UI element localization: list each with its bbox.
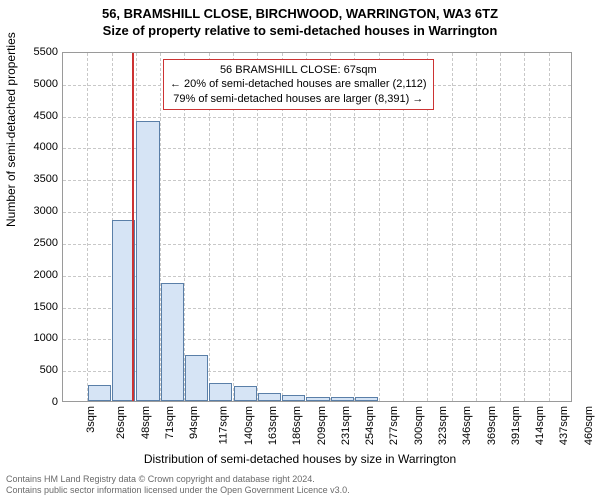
info-box: 56 BRAMSHILL CLOSE: 67sqm← 20% of semi-d…	[163, 59, 434, 110]
gridline-v	[524, 53, 525, 401]
xtick-label: 277sqm	[389, 406, 401, 445]
xtick-label: 140sqm	[243, 406, 255, 445]
xtick-label: 94sqm	[188, 406, 200, 439]
xtick-label: 186sqm	[291, 406, 303, 445]
xtick-label: 3sqm	[85, 406, 97, 433]
title-block: 56, BRAMSHILL CLOSE, BIRCHWOOD, WARRINGT…	[0, 0, 600, 40]
ytick-label: 1000	[18, 332, 58, 344]
xtick-label: 209sqm	[316, 406, 328, 445]
histogram-bar	[185, 355, 208, 401]
info-box-line: 56 BRAMSHILL CLOSE: 67sqm	[170, 63, 427, 77]
info-box-line: ← 20% of semi-detached houses are smalle…	[170, 77, 427, 91]
histogram-bar	[355, 397, 378, 401]
xtick-label: 460sqm	[583, 406, 595, 445]
histogram-bar	[161, 283, 184, 401]
gridline-h	[63, 117, 571, 118]
ytick-label: 500	[18, 364, 58, 376]
xtick-label: 163sqm	[267, 406, 279, 445]
histogram-bar	[209, 383, 232, 401]
xtick-label: 300sqm	[413, 406, 425, 445]
xtick-label: 26sqm	[115, 406, 127, 439]
ytick-label: 4500	[18, 110, 58, 122]
property-marker-line	[132, 53, 134, 401]
xtick-label: 414sqm	[534, 406, 546, 445]
xtick-label: 369sqm	[486, 406, 498, 445]
x-axis-label: Distribution of semi-detached houses by …	[0, 452, 600, 466]
xtick-label: 346sqm	[461, 406, 473, 445]
xtick-label: 254sqm	[364, 406, 376, 445]
gridline-v	[476, 53, 477, 401]
histogram-bar	[88, 385, 111, 401]
ytick-label: 5000	[18, 78, 58, 90]
xtick-label: 71sqm	[164, 406, 176, 439]
histogram-bar	[234, 386, 257, 401]
chart-plot-area: 56 BRAMSHILL CLOSE: 67sqm← 20% of semi-d…	[62, 52, 572, 402]
title-line-1: 56, BRAMSHILL CLOSE, BIRCHWOOD, WARRINGT…	[0, 6, 600, 23]
ytick-label: 2500	[18, 237, 58, 249]
title-line-2: Size of property relative to semi-detach…	[0, 23, 600, 40]
ytick-label: 3000	[18, 205, 58, 217]
xtick-label: 117sqm	[218, 406, 230, 444]
footer-line-1: Contains HM Land Registry data © Crown c…	[6, 474, 350, 485]
gridline-v	[549, 53, 550, 401]
xtick-label: 231sqm	[340, 406, 352, 445]
histogram-bar	[136, 121, 159, 401]
y-axis-label: Number of semi-detached properties	[4, 32, 18, 227]
ytick-label: 1500	[18, 301, 58, 313]
histogram-bar	[331, 397, 354, 401]
gridline-v	[500, 53, 501, 401]
histogram-bar	[258, 393, 281, 401]
gridline-v	[87, 53, 88, 401]
ytick-label: 4000	[18, 141, 58, 153]
footer-attribution: Contains HM Land Registry data © Crown c…	[6, 474, 350, 496]
footer-line-2: Contains public sector information licen…	[6, 485, 350, 496]
histogram-bar	[306, 397, 329, 401]
xtick-label: 437sqm	[559, 406, 571, 445]
xtick-label: 391sqm	[510, 406, 522, 445]
info-box-line: 79% of semi-detached houses are larger (…	[170, 92, 427, 106]
ytick-label: 0	[18, 396, 58, 408]
xtick-label: 323sqm	[437, 406, 449, 445]
xtick-label: 48sqm	[140, 406, 152, 439]
gridline-v	[452, 53, 453, 401]
ytick-label: 2000	[18, 269, 58, 281]
ytick-label: 3500	[18, 173, 58, 185]
histogram-bar	[282, 395, 305, 401]
ytick-label: 5500	[18, 46, 58, 58]
